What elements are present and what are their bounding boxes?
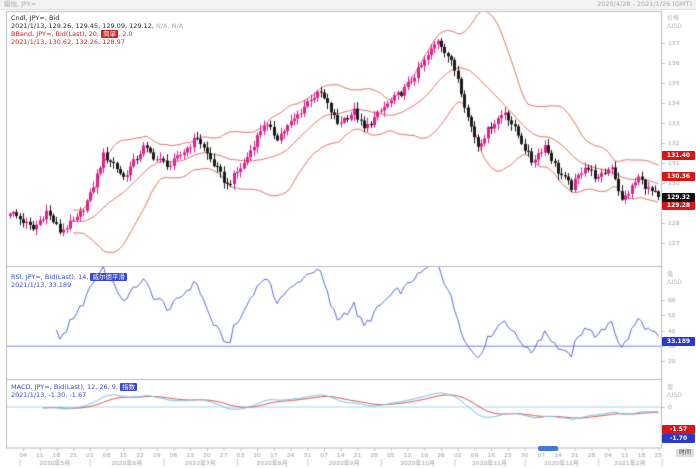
candle-ohlc-values: 2021/1/13, 129.26, 129.45, 129.09, 129.1… (11, 22, 184, 30)
bband-upper-price-box: 131.40 (662, 151, 695, 160)
rsi-axis-title: 值 (667, 271, 674, 278)
macd-legend: MACD, JPY=, Bid(Last), 12, 26, 9, 指数 202… (11, 383, 138, 399)
rsi-legend: RSI, JPY=, Bid(Last), 14, 威尔德平滑 2021/1/1… (11, 273, 127, 289)
macd-series-label: MACD, JPY=, Bid(Last), 12, 26, 9, 指数 (11, 383, 138, 391)
bband-series-label: BBand, JPY=, Bid(Last), 20, 简单, 2.0 (11, 30, 133, 38)
main-legend: Cndl, JPY=, Bid 2021/1/13, 129.26, 129.4… (11, 14, 183, 46)
date-range-label: 2020/4/28 - 2021/1/26 (GMT) (597, 0, 692, 8)
rsi-smoothing-chip[interactable]: 威尔德平滑 (90, 273, 127, 281)
macd-values: 2021/1/13, -1.30, -1.67 (11, 391, 87, 399)
chart-title: 蜡烛, JPY= (4, 0, 37, 8)
rsi-series-label: RSI, JPY=, Bid(Last), 14, 威尔德平滑 (11, 273, 127, 281)
macd-line-value-box: -1.70 (662, 434, 695, 443)
na-values: N/A, N/A (153, 22, 184, 30)
macd-axis-unit: /USD (667, 392, 682, 399)
time-axis-label: 时间 (675, 449, 694, 457)
bband-values: 2021/1/13, 130.62, 132.26, 128.97 (11, 38, 125, 46)
bband-method-chip[interactable]: 简单 (101, 30, 119, 38)
h-scrollbar-thumb[interactable] (538, 446, 558, 451)
last-price-box: 129.32 (662, 193, 695, 202)
rsi-axis-unit: /USD (667, 279, 682, 286)
price-axis-unit: /USD (667, 23, 682, 30)
bband-mid-price-box: 130.36 (662, 172, 695, 181)
macd-signal-value-box: -1.57 (662, 425, 695, 434)
rsi-value-box: 33.189 (662, 337, 695, 346)
rsi-value: 2021/1/13, 33.189 (11, 281, 72, 289)
bband-lower-price-box: 129.28 (662, 201, 695, 210)
candle-series-label: Cndl, JPY=, Bid (11, 14, 60, 22)
macd-axis-title: 值 (667, 384, 674, 391)
price-axis-title: 价格 (667, 15, 680, 22)
macd-method-chip[interactable]: 指数 (120, 383, 138, 391)
window-titlebar: 蜡烛, JPY= 2020/4/28 - 2021/1/26 (GMT) (0, 0, 696, 10)
